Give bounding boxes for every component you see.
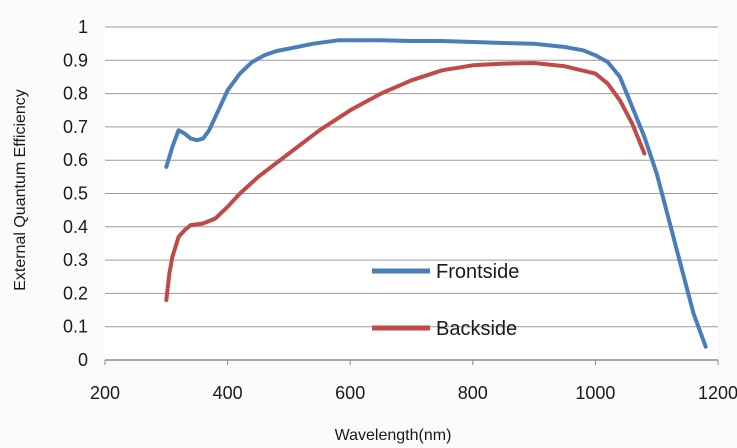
legend-label-frontside: Frontside <box>436 261 519 283</box>
legend-label-backside: Backside <box>436 318 517 340</box>
y-tick-label: 0.9 <box>63 50 88 70</box>
y-tick-label: 1 <box>78 17 88 37</box>
x-tick-label: 800 <box>458 383 488 403</box>
y-tick-label: 0.3 <box>63 250 88 270</box>
x-tick-label: 200 <box>90 383 120 403</box>
x-axis-title: Wavelength(nm) <box>335 427 452 444</box>
y-tick-label: 0.7 <box>63 117 88 137</box>
series-group <box>164 38 708 349</box>
x-tick-label: 400 <box>213 383 243 403</box>
x-tick-label: 1000 <box>575 383 615 403</box>
x-tick-label: 1200 <box>698 383 737 403</box>
y-tick-label: 0.5 <box>63 184 88 204</box>
y-tick-label: 0.2 <box>63 283 88 303</box>
y-tick-label: 0.6 <box>63 150 88 170</box>
legend: Frontside Backside <box>372 261 519 340</box>
y-tick-label: 0.4 <box>63 217 88 237</box>
series-line-frontside <box>164 38 708 349</box>
y-tick-label: 0 <box>78 350 88 370</box>
y-axis-title: External Quantum Efficiency <box>12 89 29 291</box>
x-tick-label: 600 <box>335 383 365 403</box>
x-axis: 200 400 600 800 1000 1200 <box>90 360 737 403</box>
series-line-backside <box>164 61 647 303</box>
y-tick-label: 0.1 <box>63 317 88 337</box>
plot-area <box>105 26 718 361</box>
y-axis: 0 0.1 0.2 0.3 0.4 0.5 0.6 0.7 0.8 0.9 1 <box>63 17 88 370</box>
y-tick-label: 0.8 <box>63 84 88 104</box>
